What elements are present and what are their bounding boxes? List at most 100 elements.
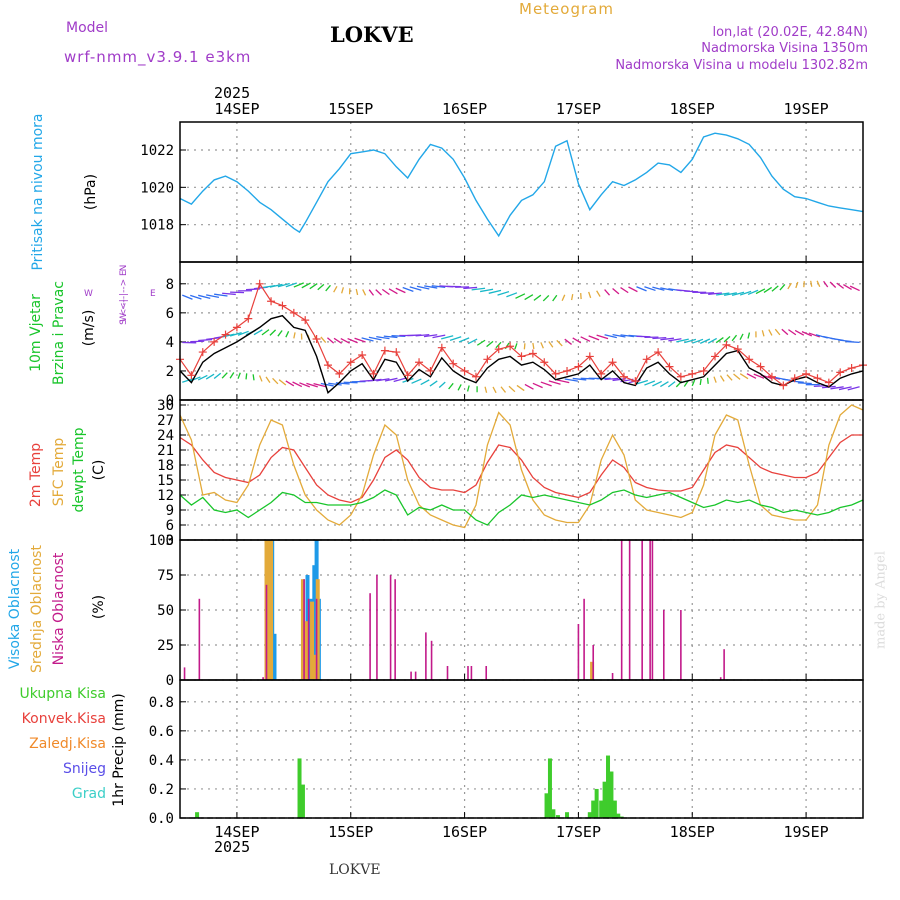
wind-gust-marker	[415, 358, 424, 367]
low-cloud-bar	[592, 645, 595, 680]
wind-arrow	[731, 291, 745, 297]
wind-arrow	[252, 374, 255, 381]
wind-gust-marker	[426, 366, 435, 375]
wind-arrow	[845, 340, 860, 344]
wind-gust-marker	[380, 346, 389, 355]
low-cloud-bar	[369, 593, 371, 680]
wind-arrow	[299, 382, 311, 388]
wind-arrow	[540, 381, 552, 387]
low-cloud-bar	[425, 632, 427, 680]
wind-arrow	[515, 293, 526, 299]
low-cloud-bar	[641, 540, 643, 680]
wind-arrow	[265, 376, 271, 384]
low-cloud-bar	[303, 579, 305, 680]
wind-arrow	[441, 335, 454, 340]
wind-arrow	[797, 382, 812, 385]
wind-arrow	[612, 287, 620, 295]
wind-arrow	[221, 372, 228, 379]
model-name: wrf-nmm_v3.9.1 e3km	[64, 48, 252, 66]
wind-arrow	[684, 290, 699, 293]
day-label-top: 19SEP	[784, 100, 829, 118]
low-cloud-bar	[410, 671, 412, 680]
precip-bar	[547, 758, 552, 818]
model-label: Model	[66, 20, 109, 36]
wind-arrow	[540, 342, 544, 349]
y-tick-label: 75	[157, 568, 174, 584]
wind-arrow	[810, 280, 813, 287]
wind-arrow	[306, 382, 318, 388]
wind-arrow	[604, 377, 619, 381]
wind-arrow	[432, 334, 446, 339]
day-label-bottom: 17SEP	[556, 823, 601, 841]
wind-arrow	[788, 329, 797, 336]
wind-arrow	[747, 289, 759, 296]
mid-cloud-bar	[590, 661, 595, 680]
low-cloud-bar	[620, 540, 623, 680]
y-tick-label: 21	[157, 443, 174, 459]
wind-arrow	[457, 384, 462, 391]
wind-arrow	[733, 373, 741, 380]
wind-gust-marker	[369, 369, 378, 378]
panel-frame	[179, 679, 864, 819]
wind-arrow	[293, 332, 296, 339]
wind-arrow	[533, 294, 542, 301]
y-tick-label: 6	[166, 306, 174, 322]
day-label-bottom: 14SEP	[214, 823, 259, 841]
wind-gust-marker	[779, 381, 788, 390]
wind-gust-marker	[221, 330, 230, 339]
wind-arrow	[309, 283, 318, 290]
panel-frame	[179, 121, 864, 263]
low-cloud-bar	[651, 540, 654, 680]
wind-arrow	[636, 286, 647, 292]
wind-arrow	[739, 373, 749, 380]
wind-arrow	[699, 378, 702, 386]
wind-arrow	[285, 282, 298, 288]
wind-gust-marker	[847, 364, 856, 373]
pressure-line	[179, 132, 864, 238]
wind-arrow	[285, 331, 290, 338]
precip-bar	[565, 812, 570, 818]
y-tick-label: 8	[166, 277, 174, 293]
wind-gust-marker	[540, 358, 549, 367]
day-label-top: 14SEP	[214, 100, 259, 118]
low-cloud-bar	[198, 598, 201, 680]
wind-arrow	[431, 285, 446, 288]
wind-arrow	[787, 282, 792, 290]
wind-gust-marker	[210, 337, 219, 346]
wind-arrow	[375, 289, 382, 296]
wind-arrow	[341, 287, 345, 294]
wind-arrow	[719, 375, 725, 382]
mid-cloud-bar	[313, 654, 318, 680]
wind-arrow	[476, 339, 486, 346]
wind-arrow	[739, 333, 744, 341]
wind-arrow	[333, 286, 338, 293]
wind-arrow	[467, 338, 478, 345]
wind-arrow	[423, 334, 438, 338]
y-tick-label: 2	[166, 364, 174, 380]
wind-arrow	[532, 342, 535, 350]
wind-gust-marker	[563, 366, 572, 375]
wind-gust-marker	[790, 374, 799, 383]
wind-arrow	[292, 381, 303, 388]
wind-arrow	[660, 287, 674, 292]
compass-east: E	[150, 289, 156, 299]
wind-arrow	[245, 373, 248, 380]
wind-gust-marker	[802, 369, 811, 378]
wind-arrow	[774, 328, 781, 336]
precip-bar	[555, 815, 560, 818]
precip-legend-total: Ukupna Kisa	[19, 686, 106, 702]
y-tick-label: 25	[157, 638, 174, 654]
wind-arrow	[221, 333, 235, 338]
panel-frame	[179, 539, 864, 681]
wind-arrow	[801, 331, 813, 337]
wind-arrow	[514, 343, 518, 350]
low-cloud-bar	[719, 677, 722, 680]
wind-arrow	[508, 385, 516, 393]
wind-arrow	[596, 290, 601, 297]
wind-arrow	[317, 283, 325, 291]
wind-arrow	[652, 336, 667, 340]
wind-arrow	[556, 339, 563, 347]
wind-gust-marker	[699, 366, 708, 375]
